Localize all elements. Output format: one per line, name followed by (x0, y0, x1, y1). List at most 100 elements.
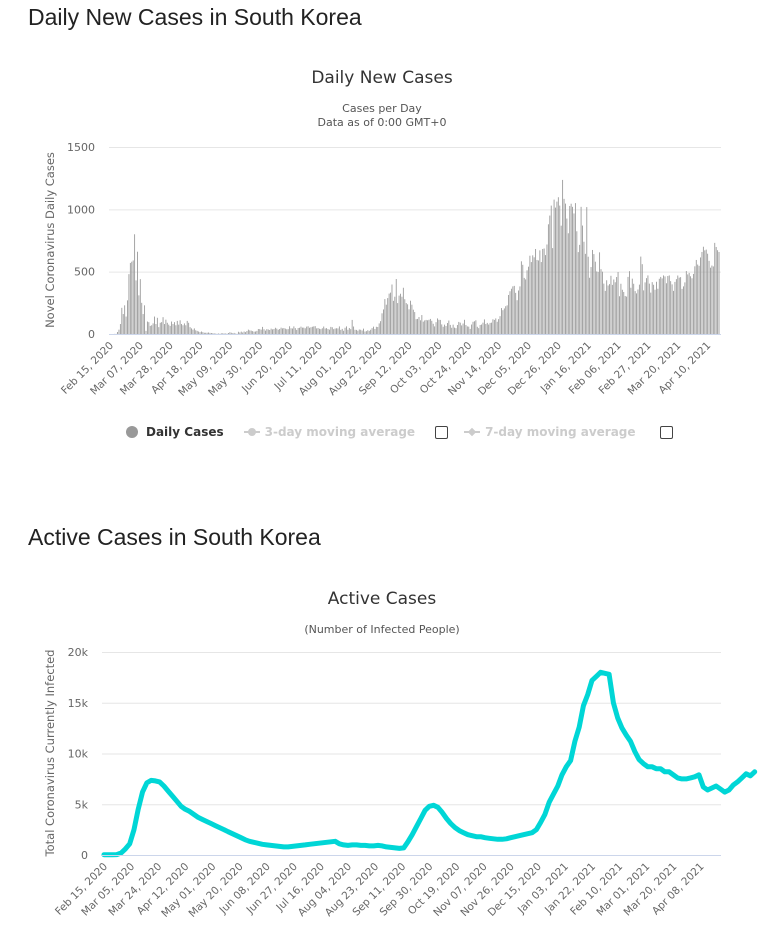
bar[interactable] (471, 324, 473, 334)
bar[interactable] (495, 318, 497, 334)
bar[interactable] (692, 273, 694, 334)
bar[interactable] (397, 303, 399, 334)
bar[interactable] (388, 293, 390, 334)
bar[interactable] (155, 324, 157, 334)
3-day-average-checkbox[interactable] (435, 425, 449, 439)
bar[interactable] (139, 279, 141, 334)
bar[interactable] (708, 260, 710, 334)
bar[interactable] (410, 300, 411, 334)
bar[interactable] (296, 329, 298, 334)
bar[interactable] (626, 296, 628, 334)
bar[interactable] (125, 316, 127, 334)
bar[interactable] (712, 266, 714, 334)
bar[interactable] (128, 274, 130, 334)
bar[interactable] (317, 328, 319, 334)
bar[interactable] (169, 325, 171, 334)
bar[interactable] (596, 271, 598, 334)
bar[interactable] (354, 329, 356, 334)
bar[interactable] (646, 278, 647, 334)
bar[interactable] (566, 218, 568, 334)
bar[interactable] (643, 290, 645, 334)
bar[interactable] (276, 328, 278, 334)
bar[interactable] (432, 323, 434, 334)
bar[interactable] (592, 249, 593, 334)
bar[interactable] (610, 275, 612, 334)
bar[interactable] (183, 323, 185, 334)
bar[interactable] (159, 322, 161, 334)
bar[interactable] (202, 332, 204, 334)
bar[interactable] (424, 320, 426, 334)
bar[interactable] (661, 278, 663, 334)
bar[interactable] (434, 326, 436, 334)
bar[interactable] (195, 330, 197, 334)
bar[interactable] (449, 324, 451, 334)
bar[interactable] (435, 322, 437, 334)
bar[interactable] (570, 203, 572, 334)
bar[interactable] (408, 309, 410, 334)
bar[interactable] (189, 327, 191, 334)
bar[interactable] (619, 296, 620, 334)
bar[interactable] (418, 317, 420, 334)
bar[interactable] (465, 325, 467, 334)
bar[interactable] (574, 203, 576, 334)
bar[interactable] (491, 322, 492, 334)
bar[interactable] (412, 309, 414, 334)
bar[interactable] (313, 326, 315, 334)
bar[interactable] (609, 284, 610, 334)
bar[interactable] (700, 257, 701, 334)
bar[interactable] (218, 333, 219, 335)
bar[interactable] (297, 328, 299, 334)
bar[interactable] (543, 248, 545, 334)
bar[interactable] (523, 277, 525, 334)
bar[interactable] (209, 332, 211, 334)
bar[interactable] (321, 328, 323, 334)
bar[interactable] (637, 289, 639, 334)
bar[interactable] (340, 329, 342, 334)
bar[interactable] (687, 274, 689, 334)
bar[interactable] (684, 282, 686, 334)
bar[interactable] (688, 272, 690, 334)
legend-item-daily-cases[interactable]: Daily Cases (126, 425, 224, 439)
bar[interactable] (647, 275, 649, 334)
bar[interactable] (648, 283, 650, 334)
bar[interactable] (166, 322, 168, 334)
bar[interactable] (357, 330, 359, 334)
bar[interactable] (142, 314, 144, 334)
bar[interactable] (210, 333, 212, 334)
bar[interactable] (714, 242, 716, 334)
bar[interactable] (694, 266, 696, 334)
bar[interactable] (161, 322, 163, 334)
bar[interactable] (344, 327, 346, 334)
bar[interactable] (502, 310, 504, 334)
bar[interactable] (658, 278, 660, 334)
bar[interactable] (698, 265, 700, 334)
bar[interactable] (282, 328, 283, 334)
bar[interactable] (225, 333, 227, 335)
bar[interactable] (466, 326, 468, 334)
bar[interactable] (148, 322, 150, 334)
bar[interactable] (482, 322, 484, 334)
bar[interactable] (365, 331, 367, 334)
bar[interactable] (475, 320, 477, 334)
bar[interactable] (483, 319, 485, 334)
bar[interactable] (538, 260, 539, 334)
bar[interactable] (540, 262, 542, 334)
bar[interactable] (178, 324, 180, 334)
bar[interactable] (330, 326, 332, 334)
bar[interactable] (509, 291, 511, 334)
bar[interactable] (715, 246, 717, 334)
bar[interactable] (559, 205, 561, 334)
bar[interactable] (557, 197, 559, 334)
bar[interactable] (284, 328, 286, 334)
bar[interactable] (181, 324, 182, 334)
bar[interactable] (134, 234, 136, 334)
bar[interactable] (127, 300, 128, 334)
bar[interactable] (263, 329, 265, 334)
bar[interactable] (293, 326, 295, 334)
bar[interactable] (549, 215, 551, 334)
bar[interactable] (587, 256, 589, 334)
bar[interactable] (310, 327, 312, 334)
bar[interactable] (630, 287, 632, 334)
bar[interactable] (678, 277, 680, 334)
bar[interactable] (132, 260, 134, 334)
